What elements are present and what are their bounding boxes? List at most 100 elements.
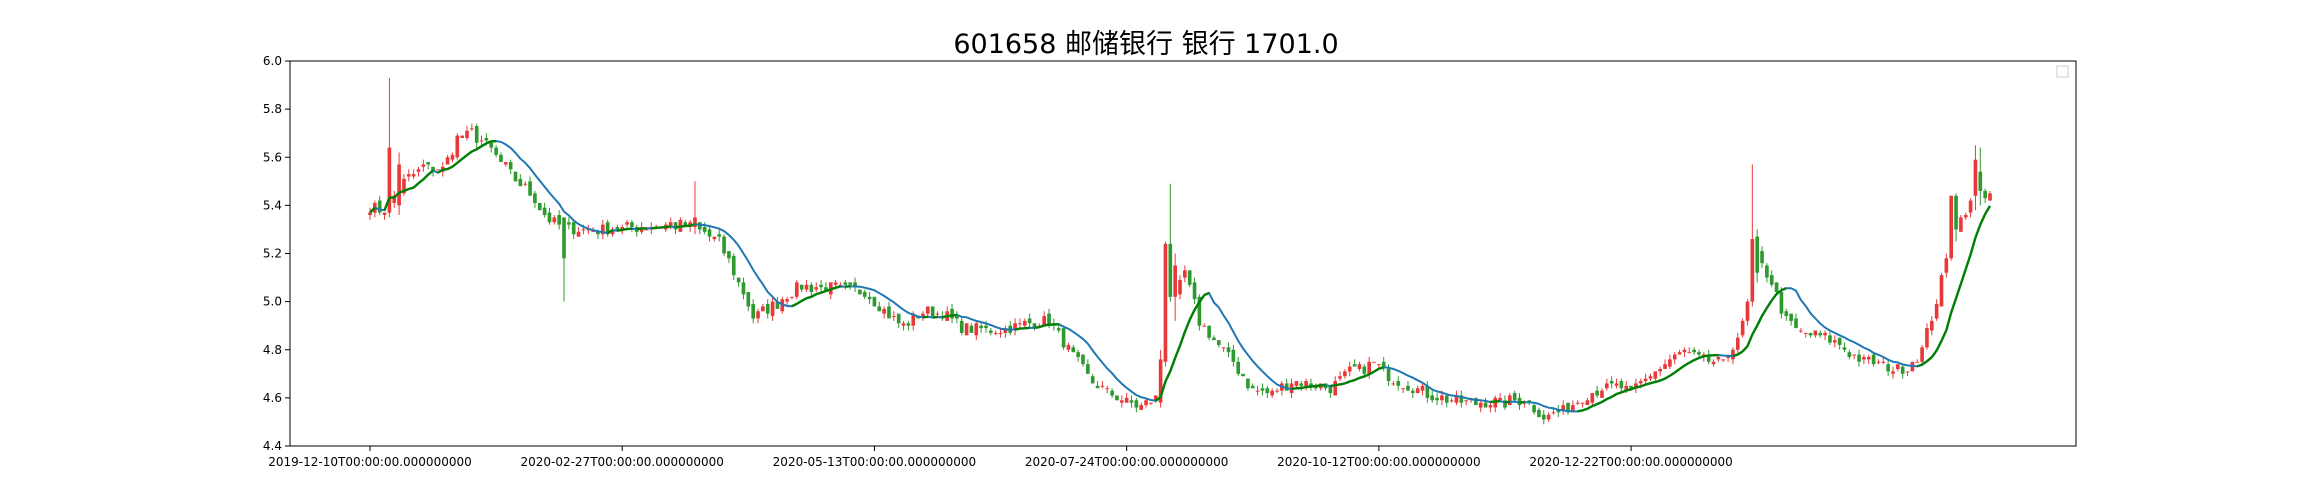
moving-average-uptrend-segment xyxy=(1301,385,1307,390)
candle xyxy=(1803,332,1808,338)
candle-body xyxy=(1784,311,1789,317)
candle xyxy=(998,328,1003,338)
candle-body xyxy=(518,178,523,187)
candle xyxy=(1896,364,1900,372)
candle-body xyxy=(1119,400,1124,403)
candle xyxy=(1750,164,1755,307)
candle-body xyxy=(625,222,629,225)
candle xyxy=(1876,359,1881,365)
moving-average-uptrend-segment xyxy=(1203,291,1210,297)
candle xyxy=(460,135,464,138)
candle xyxy=(993,330,998,336)
candle xyxy=(1929,316,1934,336)
candle-body xyxy=(1372,361,1376,363)
candle-body xyxy=(1192,282,1197,300)
candle-body xyxy=(1498,397,1502,401)
candle xyxy=(1828,330,1832,345)
moving-average-uptrend-segment xyxy=(830,286,837,291)
candle xyxy=(392,190,397,208)
candle-body xyxy=(1614,383,1619,386)
candle-body xyxy=(1973,159,1978,196)
candle-body xyxy=(460,135,464,138)
candle-body xyxy=(397,164,401,206)
candle xyxy=(1609,376,1614,389)
candle xyxy=(600,219,605,240)
moving-average-uptrend-segment xyxy=(1756,315,1764,327)
candle-body xyxy=(1216,340,1221,345)
candle xyxy=(1134,397,1139,413)
candle-body xyxy=(751,304,755,319)
candle xyxy=(1745,299,1750,326)
moving-average-uptrend-segment xyxy=(1169,357,1177,372)
moving-average-uptrend-segment xyxy=(607,229,614,235)
moving-average-uptrend-segment xyxy=(1368,370,1375,376)
moving-average-uptrend-segment xyxy=(422,173,430,181)
moving-average-lines xyxy=(369,139,1992,413)
moving-average-uptrend-segment xyxy=(393,191,400,199)
moving-average-uptrend-segment xyxy=(427,169,434,176)
moving-average-uptrend-segment xyxy=(1703,354,1709,358)
candle xyxy=(1168,183,1173,302)
candle xyxy=(1236,356,1241,377)
candle xyxy=(1740,318,1745,338)
moving-average-uptrend-segment xyxy=(1930,349,1938,358)
candle xyxy=(722,234,726,256)
candle xyxy=(1595,385,1599,398)
candle-body xyxy=(1241,373,1245,377)
candle-body xyxy=(1013,323,1017,331)
candle xyxy=(426,162,431,170)
candle-body xyxy=(1095,385,1100,389)
candle xyxy=(1483,397,1488,408)
candle-body xyxy=(1799,330,1803,332)
candle xyxy=(1061,328,1066,350)
candle-body xyxy=(1900,366,1905,374)
candle-body xyxy=(1464,400,1468,402)
moving-average-uptrend-segment xyxy=(1625,388,1632,392)
candle-body xyxy=(484,138,489,141)
moving-average-uptrend-segment xyxy=(1616,391,1622,396)
legend-box xyxy=(2056,65,2069,78)
moving-average-uptrend-segment xyxy=(942,314,948,319)
candle xyxy=(1590,393,1595,406)
candle xyxy=(1959,215,1963,232)
candle-body xyxy=(1430,395,1435,401)
candle xyxy=(1944,253,1949,278)
candle-body xyxy=(1178,279,1182,295)
candle-body xyxy=(1454,395,1459,403)
candle-body xyxy=(712,236,717,240)
candle-body xyxy=(416,169,421,172)
candle-body xyxy=(1090,376,1095,384)
candle xyxy=(1003,325,1008,338)
candle xyxy=(731,253,736,280)
candle-body xyxy=(1944,258,1949,273)
candle xyxy=(979,323,983,333)
candle xyxy=(989,328,993,336)
candle xyxy=(382,212,387,220)
candle-body xyxy=(925,306,930,314)
candle-body xyxy=(1027,318,1032,324)
moving-average-uptrend-segment xyxy=(403,187,410,193)
candle xyxy=(533,190,537,208)
candle-body xyxy=(1721,359,1726,361)
candle xyxy=(1444,395,1449,408)
plot-frame xyxy=(289,60,2077,447)
candle-body xyxy=(431,166,435,172)
candle xyxy=(455,133,460,160)
candle-body xyxy=(998,332,1003,334)
candle xyxy=(838,282,843,286)
candle xyxy=(518,174,523,187)
candle xyxy=(1498,393,1502,401)
candle-body xyxy=(867,296,872,300)
candle-body xyxy=(1871,354,1876,365)
candle-body xyxy=(1949,195,1954,259)
candle xyxy=(571,219,576,240)
candle xyxy=(756,308,760,324)
candle xyxy=(1871,352,1876,367)
candle-body xyxy=(1706,354,1711,362)
moving-average-uptrend-segment xyxy=(806,295,812,300)
candle-body xyxy=(571,222,576,235)
moving-average-uptrend-segment xyxy=(796,299,803,305)
candle xyxy=(1857,349,1861,367)
candle xyxy=(1119,395,1124,408)
candle xyxy=(1619,378,1624,394)
